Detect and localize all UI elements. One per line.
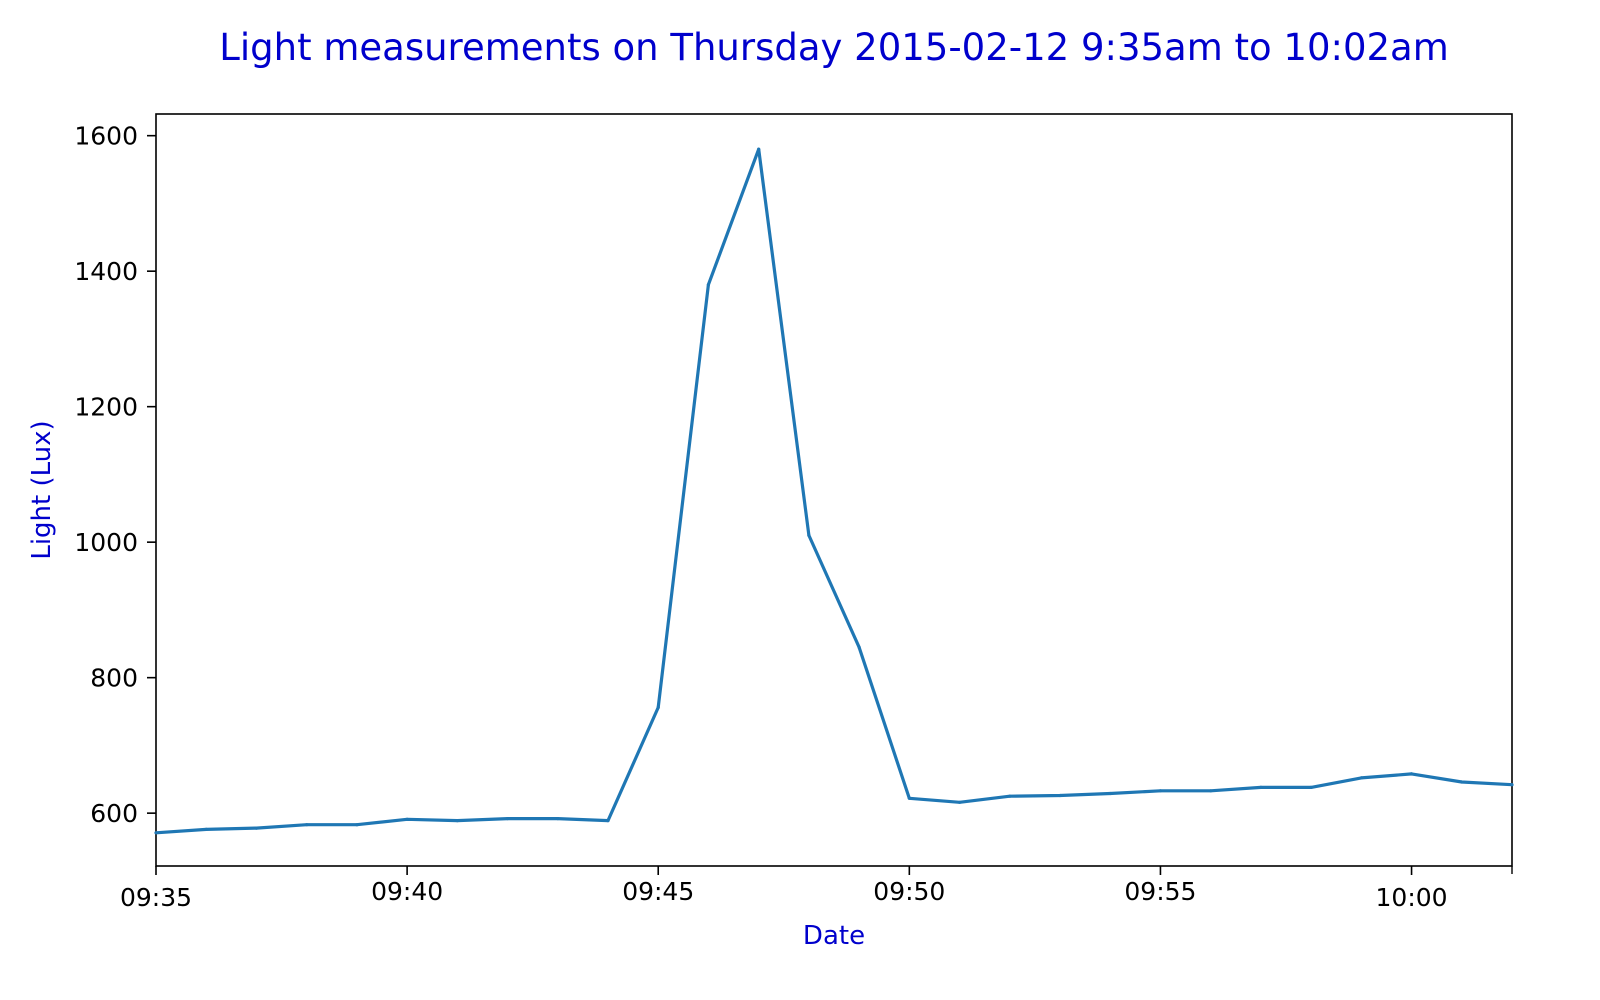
data-point — [154, 831, 158, 835]
y-tick-label: 1200 — [74, 393, 138, 422]
data-point — [305, 823, 309, 827]
data-point — [907, 796, 911, 800]
data-point — [757, 147, 761, 151]
data-point — [1058, 793, 1062, 798]
plot-area — [154, 113, 1514, 867]
data-point — [958, 800, 962, 804]
x-tick-label: 09:50 — [873, 877, 945, 906]
data-point — [1158, 789, 1162, 793]
x-axis-ticks: 09:35 09:40 09:45 09:50 09:55 10:00 — [120, 866, 1513, 912]
plot-frame — [155, 113, 1513, 867]
data-point — [1309, 785, 1313, 790]
data-point — [807, 533, 811, 538]
x-tick-label: 10:00 — [1376, 883, 1448, 912]
data-point — [1108, 791, 1112, 796]
data-point — [1259, 785, 1263, 790]
y-axis-ticks: 600 800 1000 1200 1400 1600 — [74, 122, 156, 828]
data-point — [1008, 794, 1012, 798]
data-point — [1410, 772, 1414, 776]
data-point — [656, 705, 660, 710]
y-tick-label: 1600 — [74, 122, 138, 151]
x-tick-label: 09:45 — [622, 877, 694, 906]
x-tick-label: 09:35 — [120, 883, 192, 912]
data-point — [857, 645, 861, 649]
data-point — [204, 827, 208, 832]
data-point — [254, 826, 258, 830]
data-point — [355, 823, 359, 827]
x-axis-label: Date — [803, 921, 865, 951]
data-point — [455, 819, 459, 823]
data-point — [1359, 776, 1363, 780]
x-tick-label: 09:55 — [1124, 877, 1196, 906]
chart-title: Light measurements on Thursday 2015-02-1… — [219, 26, 1449, 69]
y-tick-label: 600 — [90, 799, 138, 828]
series-line-0 — [155, 147, 1513, 835]
y-tick-label: 1400 — [74, 257, 138, 286]
data-point — [1510, 783, 1514, 787]
series-layer — [154, 147, 1514, 835]
data-point — [706, 283, 711, 287]
data-point — [506, 817, 510, 821]
y-tick-label: 1000 — [74, 528, 138, 557]
y-tick-label: 800 — [90, 664, 138, 693]
data-point — [1209, 789, 1213, 793]
x-tick-label: 09:40 — [371, 877, 443, 906]
data-point — [1460, 780, 1464, 784]
y-axis-label: Light (Lux) — [27, 420, 57, 559]
data-point — [606, 819, 610, 823]
data-point — [556, 817, 560, 821]
data-point — [405, 817, 409, 821]
